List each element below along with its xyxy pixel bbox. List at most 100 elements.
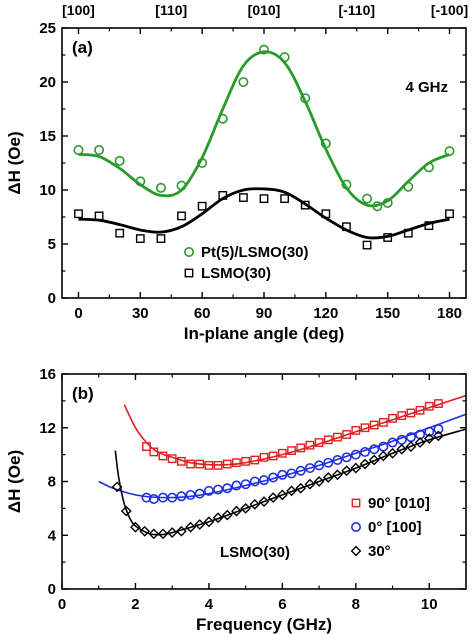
- data-point-s0-26: [378, 417, 388, 427]
- data-point-s2-29: [377, 450, 389, 462]
- data-point-s0-12: [320, 138, 331, 149]
- x-tick-label: 30: [132, 305, 149, 322]
- data-point-s0-28: [397, 411, 407, 421]
- legend-marker-1: [350, 521, 361, 532]
- data-points: [73, 44, 455, 250]
- panel-annotation: LSMO(30): [220, 544, 290, 561]
- data-point-s1-0: [141, 492, 152, 503]
- data-point-s0-1: [94, 145, 105, 156]
- x-tick-label: 90: [256, 305, 273, 322]
- legend-label-0: 90° [010]: [368, 495, 430, 512]
- fit-curves: [78, 50, 451, 240]
- data-point-s2-8: [185, 521, 196, 533]
- x-tick-label: 6: [278, 596, 286, 613]
- data-point-s0-6: [195, 459, 205, 469]
- data-point-s1-1: [148, 493, 159, 504]
- y-tick-label: 15: [39, 128, 56, 145]
- data-point-s1-2: [115, 228, 125, 238]
- data-point-s0-8: [213, 460, 223, 470]
- data-point-s0-15: [277, 448, 287, 458]
- data-point-s0-12: [250, 455, 260, 465]
- data-point-s0-7: [204, 460, 214, 470]
- data-point-s0-11: [300, 93, 311, 104]
- data-point-s1-32: [433, 424, 444, 435]
- data-point-s2-3: [139, 525, 151, 537]
- data-point-s2-11: [212, 512, 224, 524]
- data-point-s1-23: [350, 449, 361, 460]
- data-point-s2-17: [267, 492, 279, 504]
- x-tick-label: 60: [194, 305, 211, 322]
- data-point-s1-4: [156, 234, 166, 243]
- data-point-s2-34: [423, 433, 435, 444]
- top-axis-label: [-100]: [431, 2, 468, 18]
- legend-label-2: 30°: [368, 543, 391, 560]
- x-axis-label: In-plane angle (deg): [184, 324, 345, 343]
- data-point-s0-24: [360, 423, 370, 433]
- data-point-s1-17: [424, 221, 434, 231]
- data-point-s2-5: [157, 528, 169, 540]
- legend-label-1: LSMO(30): [201, 265, 271, 282]
- y-axis-label: ΔH (Oe): [5, 131, 24, 194]
- data-point-s2-27: [359, 458, 371, 470]
- y-axis-label: ΔH (Oe): [5, 450, 24, 513]
- data-point-s1-13: [258, 475, 269, 486]
- panel-label: (a): [72, 38, 93, 57]
- data-point-s0-0: [73, 145, 84, 156]
- x-tick-label: 2: [131, 596, 139, 613]
- data-point-s1-16: [286, 468, 297, 479]
- legend-marker-0: [184, 247, 195, 258]
- top-axis-label: [100]: [62, 2, 95, 18]
- data-point-s1-25: [369, 444, 380, 455]
- data-point-s2-0: [111, 481, 123, 493]
- legend-marker-0: [351, 498, 361, 508]
- data-point-s2-35: [433, 430, 444, 442]
- data-point-s2-13: [231, 505, 242, 517]
- data-point-s2-20: [295, 482, 307, 494]
- data-point-s1-24: [359, 446, 370, 457]
- panel-b-chart: 0 2 4 6 8 10 0 4 8 12 16 Frequency (GHz) ΔH (Oe) (b) L…: [5, 366, 467, 634]
- data-point-s1-5: [177, 211, 186, 221]
- data-point-s0-10: [279, 52, 290, 63]
- data-point-s0-7: [217, 113, 228, 124]
- data-point-s0-13: [259, 452, 269, 462]
- top-axis-label: [010]: [248, 2, 281, 18]
- y-tick-label: 0: [48, 581, 56, 598]
- data-point-s1-21: [332, 454, 343, 465]
- data-point-s0-14: [362, 193, 373, 204]
- data-point-s1-15: [277, 469, 288, 480]
- data-point-s1-6: [197, 201, 207, 211]
- data-point-s1-3: [167, 492, 178, 503]
- data-point-s1-14: [268, 472, 279, 483]
- data-point-s2-28: [368, 454, 380, 466]
- data-point-s1-12: [249, 476, 260, 487]
- data-point-s0-19: [314, 438, 324, 447]
- data-point-s1-11: [240, 479, 251, 490]
- data-point-s1-16: [403, 228, 413, 238]
- data-point-s2-10: [203, 516, 215, 528]
- data-point-s2-18: [276, 489, 288, 501]
- data-point-s1-4: [176, 491, 187, 502]
- data-point-s0-15: [372, 201, 383, 212]
- data-point-s0-10: [232, 458, 241, 468]
- data-point-s2-31: [396, 443, 408, 455]
- data-point-s2-7: [175, 525, 187, 537]
- data-point-s0-20: [323, 435, 333, 445]
- fit-line-0: [78, 50, 451, 208]
- data-point-s2-21: [304, 478, 316, 490]
- y-tick-label: 20: [39, 74, 56, 91]
- data-point-s0-4: [155, 182, 166, 193]
- x-axis-label: Frequency (GHz): [196, 615, 332, 634]
- data-point-s1-8: [213, 484, 224, 495]
- data-point-s0-17: [403, 181, 414, 192]
- data-point-s2-32: [405, 441, 417, 452]
- data-point-s0-13: [341, 179, 352, 190]
- data-point-s2-23: [322, 472, 334, 483]
- x-tick-label: 180: [437, 305, 462, 322]
- data-point-s1-12: [321, 209, 331, 219]
- data-point-s1-20: [323, 457, 334, 468]
- data-point-s1-18: [445, 209, 454, 219]
- panel-annotation: 4 GHz: [405, 79, 448, 96]
- data-point-s0-3: [135, 176, 146, 187]
- data-point-s2-33: [414, 437, 426, 448]
